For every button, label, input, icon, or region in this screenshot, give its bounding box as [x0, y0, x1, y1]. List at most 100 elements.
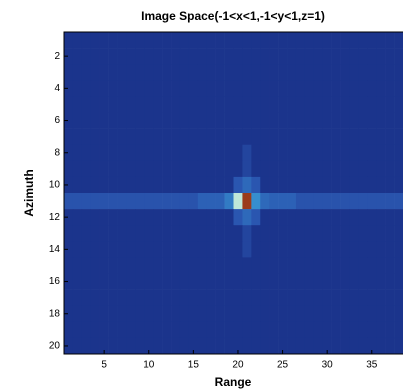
heat-cell [233, 64, 243, 81]
heat-cell [385, 160, 395, 178]
heat-cell [394, 80, 403, 97]
heat-cell [340, 48, 350, 65]
heat-cell [233, 257, 243, 274]
heat-cell [144, 64, 154, 81]
heat-cell [287, 257, 297, 274]
heat-cell [376, 193, 386, 210]
heat-cell [135, 160, 145, 178]
heat-cell [135, 337, 145, 355]
heat-cell [304, 48, 315, 65]
heat-cell [171, 128, 181, 145]
heat-cell [358, 144, 368, 162]
heat-cell [304, 112, 315, 129]
heat-cell [367, 80, 377, 97]
heat-cell [331, 305, 341, 323]
heat-cell [72, 337, 83, 355]
heat-cell [99, 112, 109, 129]
heat-cell [251, 176, 261, 194]
heat-cell [171, 289, 181, 306]
heat-cell [304, 193, 315, 210]
heat-cell [313, 241, 324, 258]
heat-cell [197, 112, 208, 129]
heat-cell [242, 112, 252, 129]
heat-cell [117, 112, 127, 129]
heat-cell [278, 289, 288, 306]
heat-cell [117, 160, 127, 178]
heat-cell [304, 96, 315, 113]
heat-cell [394, 337, 403, 355]
heat-cell [304, 64, 315, 81]
heat-cell [322, 209, 332, 226]
heat-cell [269, 289, 279, 306]
heat-cell [135, 64, 145, 81]
heat-cell [206, 144, 216, 162]
heat-cell [215, 144, 225, 162]
heat-cell [126, 112, 136, 129]
heat-cell [349, 176, 359, 194]
heat-cell [215, 96, 225, 113]
heat-cell [242, 257, 252, 274]
heat-cell [81, 32, 92, 49]
heat-cell [206, 193, 216, 210]
heat-cell [331, 225, 341, 242]
heat-cell [322, 160, 332, 178]
heat-cell [144, 225, 154, 242]
heat-cell [90, 32, 100, 49]
heat-cell [278, 32, 288, 49]
heat-cell [376, 273, 386, 290]
heat-cell [394, 225, 403, 242]
heat-cell [117, 144, 127, 162]
heat-cell [144, 128, 154, 145]
heat-cell [215, 209, 225, 226]
heat-cell [215, 80, 225, 97]
heat-cell [367, 305, 377, 323]
heat-cell [108, 225, 118, 242]
heat-cell [99, 321, 109, 339]
heat-cell [278, 112, 288, 129]
heat-cell [260, 80, 270, 97]
heat-cell [64, 96, 74, 113]
heat-cell [376, 128, 386, 145]
heat-cell [331, 128, 341, 145]
heat-cell [144, 96, 154, 113]
heat-cell [349, 305, 359, 323]
heat-cell [126, 209, 136, 226]
heat-cell [81, 257, 92, 274]
heat-cell [206, 96, 216, 113]
heat-cell [99, 289, 109, 306]
heat-cell [64, 193, 74, 210]
heat-cell [394, 160, 403, 178]
heat-cell [188, 193, 199, 210]
heat-cell [224, 289, 234, 306]
x-axis-label: Range [215, 375, 252, 389]
heat-cell [144, 112, 154, 129]
heat-cell [260, 176, 270, 194]
heat-cell [304, 241, 315, 258]
heat-cell [126, 176, 136, 194]
heat-cell [251, 160, 261, 178]
heat-cell [81, 225, 92, 242]
heat-cell [287, 48, 297, 65]
heat-cell [144, 144, 154, 162]
heat-cell [260, 273, 270, 290]
heat-cell [385, 64, 395, 81]
heat-cell [322, 48, 332, 65]
heat-cell [108, 48, 118, 65]
heat-cell [188, 112, 199, 129]
heat-cell [126, 273, 136, 290]
heat-cell [340, 241, 350, 258]
heat-cell [278, 225, 288, 242]
heat-cell [260, 96, 270, 113]
heat-cell [278, 144, 288, 162]
heat-cell [144, 321, 154, 339]
heat-cell [224, 225, 234, 242]
heat-cell [188, 176, 199, 194]
heat-cell [295, 96, 306, 113]
heat-cell [278, 96, 288, 113]
heat-cell [135, 225, 145, 242]
heat-cell [385, 176, 395, 194]
heat-cell [135, 193, 145, 210]
heat-cell [322, 144, 332, 162]
axes-frame [63, 31, 403, 355]
